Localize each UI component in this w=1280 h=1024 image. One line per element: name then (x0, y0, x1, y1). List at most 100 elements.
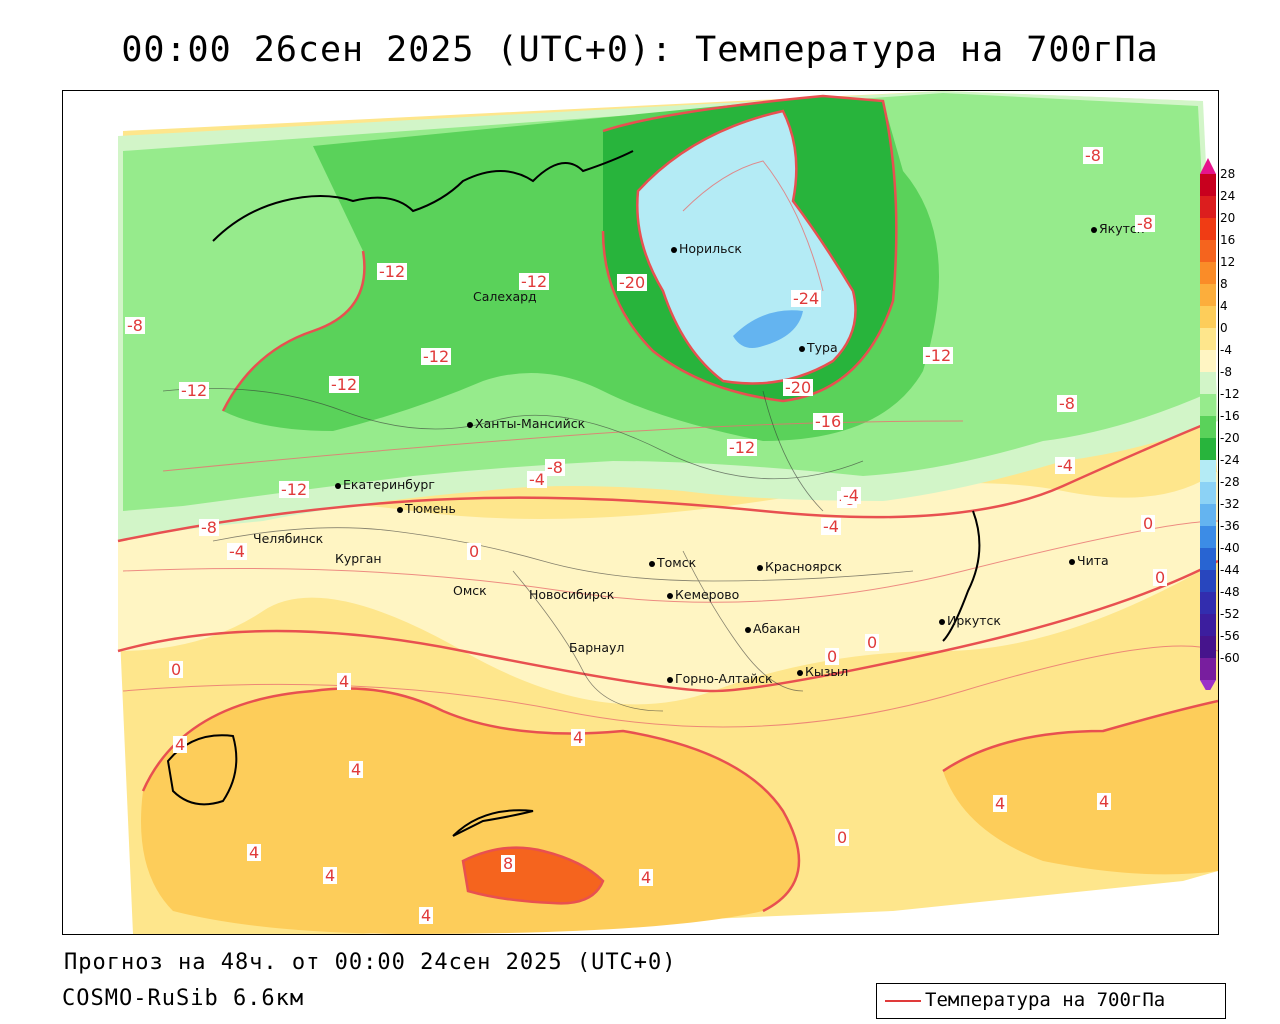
city-label: Томск (649, 555, 696, 570)
colorbar-tick-label: -60 (1220, 651, 1240, 665)
colorbar-swatch (1200, 658, 1216, 680)
colorbar-swatch (1200, 504, 1216, 526)
city-label: Ханты-Мансийск (467, 416, 585, 431)
colorbar-tick-label: 16 (1220, 233, 1236, 247)
colorbar-tick-label: -36 (1220, 519, 1240, 533)
contour-label: -12 (519, 272, 550, 291)
colorbar-swatch (1200, 240, 1216, 262)
contour-label: 0 (1153, 568, 1168, 587)
colorbar-swatch (1200, 262, 1216, 284)
colorbar-tick-label: -24 (1220, 453, 1240, 467)
colorbar-swatch (1200, 196, 1216, 218)
contour-label: 0 (1141, 514, 1156, 533)
contour-label: -12 (279, 480, 310, 499)
colorbar-tick-label: -52 (1220, 607, 1240, 621)
colorbar-tick-label: -28 (1220, 475, 1240, 489)
city-label: Кемерово (667, 587, 739, 602)
contour-label: -16 (813, 412, 844, 431)
contour-label: -20 (617, 273, 648, 292)
contour-label: -4 (841, 486, 861, 505)
city-label: Челябинск (253, 531, 324, 546)
colorbar-tick-label: 0 (1220, 321, 1228, 335)
contour-label: 8 (501, 854, 516, 873)
contour-label: -8 (1083, 146, 1103, 165)
colorbar-swatch (1200, 460, 1216, 482)
colorbar-tick-label: 24 (1220, 189, 1236, 203)
colorbar-tick-label: 8 (1220, 277, 1228, 291)
city-label: Абакан (745, 621, 800, 636)
colorbar-tick-label: -4 (1220, 343, 1232, 357)
colorbar-swatch (1200, 416, 1216, 438)
contour-label: -8 (125, 316, 145, 335)
contour-label: -4 (227, 542, 247, 561)
contour-label: -12 (923, 346, 954, 365)
colorbar-swatch (1200, 328, 1216, 350)
colorbar-bottom-arrow (1200, 680, 1216, 690)
colorbar (1200, 158, 1216, 690)
colorbar-tick-label: 12 (1220, 255, 1236, 269)
contour-label: -12 (329, 375, 360, 394)
colorbar-top-arrow (1200, 158, 1216, 174)
contour-label: -12 (421, 347, 452, 366)
colorbar-tick-label: -8 (1220, 365, 1232, 379)
colorbar-swatch (1200, 570, 1216, 592)
contour-label: 4 (323, 866, 338, 885)
colorbar-tick-label: -40 (1220, 541, 1240, 555)
colorbar-swatch (1200, 548, 1216, 570)
model-label: COSMO-RuSib 6.6км (62, 986, 305, 1011)
city-label: Якутск (1091, 221, 1144, 236)
city-label: Барнаул (569, 640, 625, 655)
city-label: Курган (335, 551, 382, 566)
contour-label: -8 (199, 518, 219, 537)
contour-label: 4 (349, 760, 364, 779)
city-label: Тура (799, 340, 838, 355)
colorbar-swatch (1200, 372, 1216, 394)
contour-label: -24 (791, 289, 822, 308)
colorbar-tick-label: -44 (1220, 563, 1240, 577)
colorbar-swatch (1200, 350, 1216, 372)
city-label: Кызыл (797, 664, 848, 679)
map-title: 00:00 26сен 2025 (UTC+0): Температура на… (121, 30, 1159, 70)
temperature-field (63, 91, 1218, 934)
colorbar-swatch (1200, 306, 1216, 328)
forecast-label: Прогноз на 48ч. от 00:00 24сен 2025 (UTC… (64, 950, 677, 975)
colorbar-tick-label: 20 (1220, 211, 1236, 225)
city-label: Екатеринбург (335, 477, 435, 492)
city-label: Иркутск (939, 613, 1001, 628)
colorbar-tick-label: -56 (1220, 629, 1240, 643)
legend-label: Температура на 700гПа (925, 989, 1166, 1011)
contour-label: 4 (993, 794, 1008, 813)
colorbar-swatch (1200, 592, 1216, 614)
contour-label: 4 (419, 906, 434, 925)
contour-label: 0 (865, 633, 880, 652)
colorbar-tick-label: -12 (1220, 387, 1240, 401)
contour-label: -8 (1135, 214, 1155, 233)
forecast-map: Норильск Салехард Тура Якутск Ханты-Манс… (62, 90, 1219, 935)
contour-label: -12 (179, 381, 210, 400)
legend-line (885, 1000, 921, 1002)
contour-label: 4 (173, 735, 188, 754)
city-label: Салехард (473, 289, 537, 304)
city-label: Норильск (671, 241, 742, 256)
colorbar-tick-label: 4 (1220, 299, 1228, 313)
colorbar-tick-label: -32 (1220, 497, 1240, 511)
colorbar-tick-label: -20 (1220, 431, 1240, 445)
city-label: Красноярск (757, 559, 842, 574)
contour-label: 4 (571, 728, 586, 747)
contour-label: 0 (825, 647, 840, 666)
contour-label: 0 (467, 542, 482, 561)
contour-label: -4 (821, 517, 841, 536)
contour-label: -12 (377, 262, 408, 281)
contour-label: -4 (1055, 456, 1075, 475)
contour-label: 4 (337, 672, 352, 691)
contour-label: -4 (527, 470, 547, 489)
city-label: Горно-Алтайск (667, 671, 773, 686)
colorbar-swatch (1200, 174, 1216, 196)
contour-label: -12 (727, 438, 758, 457)
legend-box: Температура на 700гПа (876, 983, 1226, 1019)
city-label: Омск (453, 583, 487, 598)
colorbar-tick-label: -48 (1220, 585, 1240, 599)
contour-label: 0 (835, 828, 850, 847)
contour-label: -8 (1057, 394, 1077, 413)
colorbar-swatch (1200, 636, 1216, 658)
